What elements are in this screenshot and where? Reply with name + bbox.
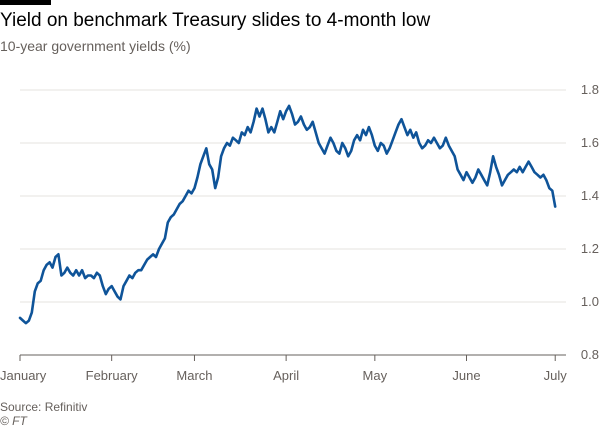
x-axis: January February March April May June July xyxy=(0,354,568,383)
y-tick-label: 1.8 xyxy=(581,82,599,97)
gridlines xyxy=(20,89,566,303)
x-tick-label: July xyxy=(544,368,568,383)
y-tick-label: 0.8 xyxy=(581,347,599,362)
chart-subtitle: 10-year government yields (%) xyxy=(0,38,191,54)
x-tick-label: January xyxy=(0,368,47,383)
y-axis-labels: 0.8 1.0 1.2 1.4 1.6 1.8 xyxy=(581,82,599,362)
y-tick-label: 1.4 xyxy=(581,188,599,203)
chart-credit: © FT xyxy=(0,414,27,428)
chart-source: Source: Refinitiv xyxy=(0,400,88,414)
x-tick-label: March xyxy=(176,368,212,383)
x-tick-label: May xyxy=(363,368,388,383)
header-accent-bar xyxy=(0,0,51,5)
series-layer xyxy=(18,104,557,325)
y-tick-label: 1.0 xyxy=(581,294,599,309)
series-line xyxy=(18,104,557,325)
x-tick-label: April xyxy=(273,368,299,383)
y-tick-label: 1.6 xyxy=(581,135,599,150)
x-tick-label: February xyxy=(86,368,139,383)
x-tick-label: June xyxy=(452,368,480,383)
chart-title: Yield on benchmark Treasury slides to 4-… xyxy=(0,10,431,31)
y-tick-label: 1.2 xyxy=(581,241,599,256)
